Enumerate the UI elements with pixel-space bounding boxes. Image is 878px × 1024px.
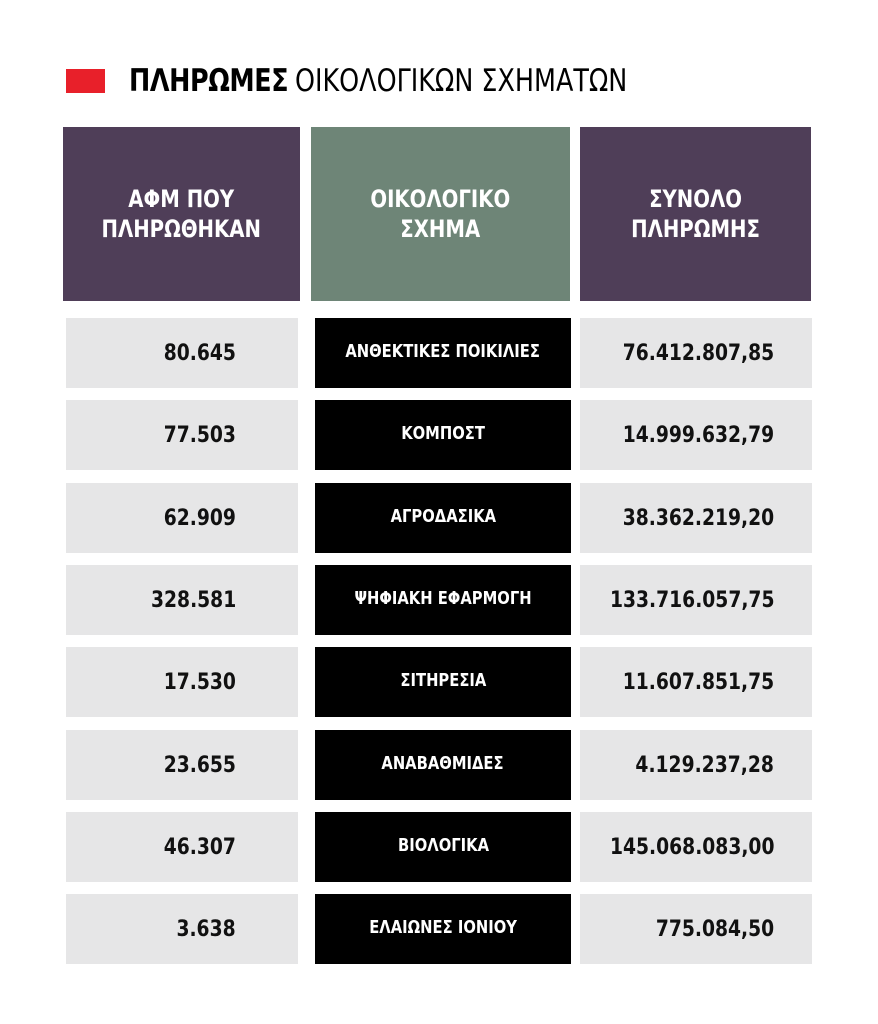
afm-value: 3.638 bbox=[176, 916, 236, 942]
total-value: 133.716.057,75 bbox=[609, 587, 774, 613]
afm-cell: 80.645 bbox=[66, 318, 298, 388]
afm-value: 77.503 bbox=[163, 422, 236, 448]
scheme-label: ΑΝΘΕΚΤΙΚΕΣ ΠΟΙΚΙΛΙΕΣ bbox=[345, 341, 541, 362]
afm-value: 23.655 bbox=[163, 752, 236, 778]
scheme-label: ΒΙΟΛΟΓΙΚΑ bbox=[397, 835, 489, 856]
afm-cell: 77.503 bbox=[66, 400, 298, 470]
afm-cell: 62.909 bbox=[66, 483, 298, 553]
total-value: 11.607.851,75 bbox=[622, 669, 774, 695]
total-cell: 11.607.851,75 bbox=[580, 647, 812, 717]
total-value: 145.068.083,00 bbox=[609, 834, 774, 860]
scheme-label: ΑΓΡΟΔΑΣΙΚΑ bbox=[390, 506, 496, 527]
afm-cell: 46.307 bbox=[66, 812, 298, 882]
afm-cell: 328.581 bbox=[66, 565, 298, 635]
total-cell: 76.412.807,85 bbox=[580, 318, 812, 388]
total-cell: 38.362.219,20 bbox=[580, 483, 812, 553]
header-scheme: ΟΙΚΟΛΟΓΙΚΟ ΣΧΗΜΑ bbox=[311, 127, 570, 301]
title-marker-square bbox=[66, 69, 105, 93]
scheme-cell: ΑΓΡΟΔΑΣΙΚΑ bbox=[315, 483, 571, 553]
afm-value: 328.581 bbox=[150, 587, 236, 613]
title-light-text: ΟΙΚΟΛΟΓΙΚΩΝ ΣΧΗΜΑΤΩΝ bbox=[295, 63, 628, 99]
afm-value: 46.307 bbox=[163, 834, 236, 860]
scheme-cell: ΨΗΦΙΑΚΗ ΕΦΑΡΜΟΓΗ bbox=[315, 565, 571, 635]
header-afm-label: ΑΦΜ ΠΟΥ ΠΛΗΡΩΘΗΚΑΝ bbox=[101, 185, 262, 243]
scheme-cell: ΑΝΑΒΑΘΜΙΔΕΣ bbox=[315, 730, 571, 800]
afm-cell: 3.638 bbox=[66, 894, 298, 964]
afm-value: 80.645 bbox=[163, 340, 236, 366]
scheme-label: ΑΝΑΒΑΘΜΙΔΕΣ bbox=[381, 753, 505, 774]
total-value: 4.129.237,28 bbox=[635, 752, 774, 778]
scheme-cell: ΣΙΤΗΡΕΣΙΑ bbox=[315, 647, 571, 717]
header-total-label: ΣΥΝΟΛΟ ΠΛΗΡΩΜΗΣ bbox=[631, 185, 760, 243]
scheme-label: ΨΗΦΙΑΚΗ ΕΦΑΡΜΟΓΗ bbox=[354, 588, 532, 609]
header-afm: ΑΦΜ ΠΟΥ ΠΛΗΡΩΘΗΚΑΝ bbox=[63, 127, 300, 301]
chart-title: ΠΛΗΡΩΜΕΣ ΟΙΚΟΛΟΓΙΚΩΝ ΣΧΗΜΑΤΩΝ bbox=[66, 58, 700, 104]
afm-cell: 17.530 bbox=[66, 647, 298, 717]
total-cell: 4.129.237,28 bbox=[580, 730, 812, 800]
header-total: ΣΥΝΟΛΟ ΠΛΗΡΩΜΗΣ bbox=[580, 127, 811, 301]
total-value: 38.362.219,20 bbox=[622, 505, 774, 531]
total-value: 14.999.632,79 bbox=[622, 422, 774, 448]
scheme-cell: ΒΙΟΛΟΓΙΚΑ bbox=[315, 812, 571, 882]
total-cell: 145.068.083,00 bbox=[580, 812, 812, 882]
total-cell: 775.084,50 bbox=[580, 894, 812, 964]
total-cell: 133.716.057,75 bbox=[580, 565, 812, 635]
scheme-label: ΚΟΜΠΟΣΤ bbox=[401, 423, 485, 444]
total-value: 775.084,50 bbox=[655, 916, 774, 942]
afm-value: 17.530 bbox=[163, 669, 236, 695]
total-value: 76.412.807,85 bbox=[622, 340, 774, 366]
scheme-label: ΕΛΑΙΩΝΕΣ ΙΟΝΙΟΥ bbox=[369, 917, 517, 938]
scheme-cell: ΑΝΘΕΚΤΙΚΕΣ ΠΟΙΚΙΛΙΕΣ bbox=[315, 318, 571, 388]
title-bold-text: ΠΛΗΡΩΜΕΣ bbox=[129, 63, 289, 99]
total-cell: 14.999.632,79 bbox=[580, 400, 812, 470]
scheme-label: ΣΙΤΗΡΕΣΙΑ bbox=[400, 670, 486, 691]
afm-cell: 23.655 bbox=[66, 730, 298, 800]
scheme-cell: ΚΟΜΠΟΣΤ bbox=[315, 400, 571, 470]
afm-value: 62.909 bbox=[163, 505, 236, 531]
header-scheme-label: ΟΙΚΟΛΟΓΙΚΟ ΣΧΗΜΑ bbox=[370, 185, 511, 243]
scheme-cell: ΕΛΑΙΩΝΕΣ ΙΟΝΙΟΥ bbox=[315, 894, 571, 964]
